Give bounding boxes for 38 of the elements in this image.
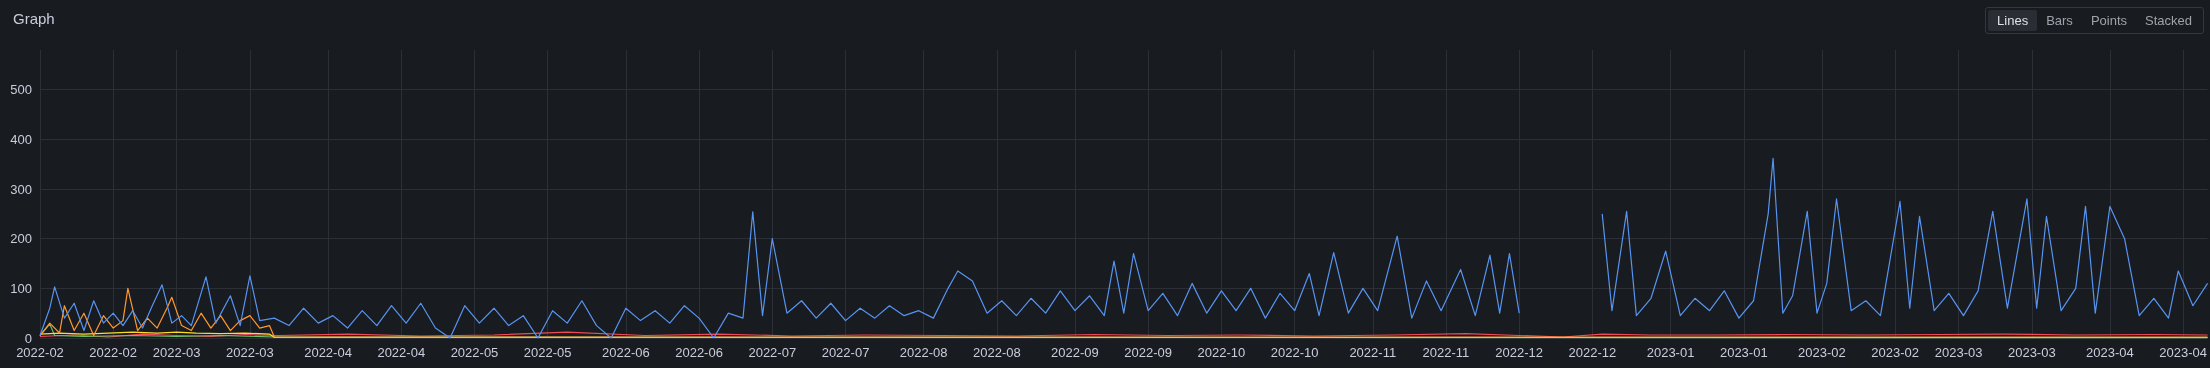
x-tick-label: 2022-08: [972, 345, 1021, 360]
x-tick-label: 2022-12: [1568, 345, 1617, 360]
x-tick-label: 2022-11: [1422, 345, 1470, 360]
x-tick-label: 2022-09: [1124, 345, 1173, 360]
view-toggle: Lines Bars Points Stacked: [1985, 7, 2204, 34]
x-tick-label: 2022-03: [226, 345, 274, 360]
x-tick-label: 2022-06: [601, 345, 650, 360]
x-tick-label: 2022-11: [1349, 345, 1397, 360]
x-tick-label: 2022-03: [152, 345, 201, 360]
x-tick-label: 2022-04: [377, 345, 426, 360]
x-tick-label: 2023-04: [2086, 345, 2134, 360]
x-tick-label: 2022-05: [450, 345, 499, 360]
x-tick-label: 2022-07: [748, 345, 797, 360]
x-tick-label: 2022-02: [16, 345, 64, 360]
x-tick-label: 2022-02: [89, 345, 138, 360]
chart-title: Graph: [13, 10, 55, 27]
x-tick-label: 2023-04: [2159, 345, 2207, 360]
x-tick-label: 2023-02: [1871, 345, 1919, 360]
x-tick-label: 2022-09: [1051, 345, 1099, 360]
x-tick-label: 2023-02: [1798, 345, 1846, 360]
y-tick-label: 500: [10, 82, 32, 98]
x-tick-label: 2023-01: [1719, 345, 1768, 360]
y-tick-label: 100: [10, 280, 32, 296]
x-tick-label: 2022-05: [523, 345, 572, 360]
x-tick-label: 2022-10: [1270, 345, 1319, 360]
y-tick-label: 400: [10, 131, 32, 147]
x-tick-label: 2022-04: [304, 345, 352, 360]
x-tick-label: 2022-12: [1495, 345, 1544, 360]
x-tick-label: 2022-07: [821, 345, 870, 360]
x-tick-label: 2023-03: [2007, 345, 2056, 360]
x-tick-label: 2023-03: [1934, 345, 1983, 360]
y-tick-label: 200: [10, 231, 32, 247]
x-tick-label: 2022-10: [1197, 345, 1246, 360]
x-tick-label: 2022-08: [899, 345, 948, 360]
x-tick-label: 2023-01: [1646, 345, 1695, 360]
y-tick-label: 0: [24, 330, 32, 346]
x-tick-label: 2022-06: [675, 345, 723, 360]
y-tick-label: 300: [10, 181, 32, 197]
